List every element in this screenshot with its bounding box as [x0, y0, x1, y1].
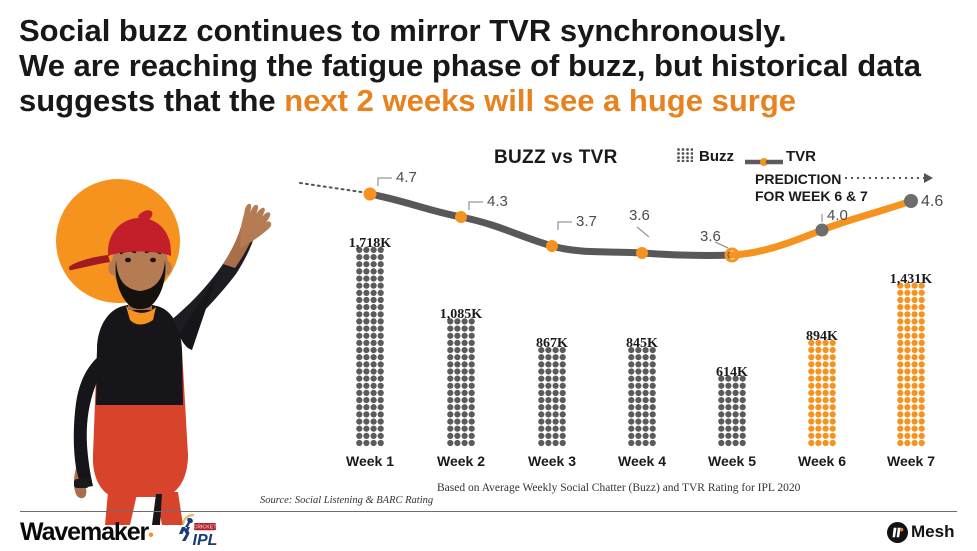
svg-text:4.0: 4.0	[827, 207, 848, 224]
svg-text:IPL: IPL	[193, 532, 218, 548]
svg-text:4.3: 4.3	[487, 193, 508, 210]
svg-text:4.7: 4.7	[396, 169, 417, 186]
svg-text:CRICKET: CRICKET	[193, 525, 217, 531]
svg-text:3.7: 3.7	[576, 213, 597, 230]
svg-text:3.6: 3.6	[700, 228, 721, 245]
svg-text:4.6: 4.6	[921, 193, 943, 210]
svg-text:3.6: 3.6	[629, 207, 650, 224]
